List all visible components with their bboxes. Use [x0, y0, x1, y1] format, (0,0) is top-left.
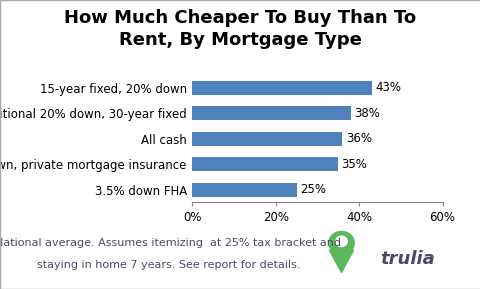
Text: 36%: 36%	[345, 132, 371, 145]
Bar	[192, 157, 337, 171]
Text: staying in home 7 years. See report for details.: staying in home 7 years. See report for …	[36, 260, 300, 270]
Text: 43%: 43%	[374, 81, 400, 95]
Text: 35%: 35%	[341, 158, 367, 171]
Text: 25%: 25%	[300, 183, 325, 196]
Text: National average. Assumes itemizing  at 25% tax bracket and: National average. Assumes itemizing at 2…	[0, 238, 341, 249]
Text: 38%: 38%	[353, 107, 379, 120]
Circle shape	[335, 236, 347, 247]
Text: trulia: trulia	[379, 250, 434, 268]
Bar	[192, 183, 296, 197]
Circle shape	[328, 231, 353, 254]
Polygon shape	[329, 250, 353, 273]
Bar	[192, 132, 342, 146]
Bar	[192, 81, 371, 95]
Text: How Much Cheaper To Buy Than To
Rent, By Mortgage Type: How Much Cheaper To Buy Than To Rent, By…	[64, 9, 416, 49]
Bar	[192, 106, 350, 120]
